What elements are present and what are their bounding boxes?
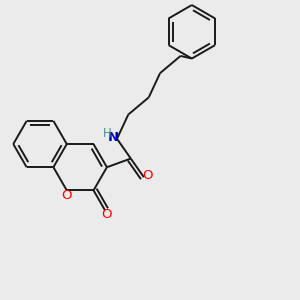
- Text: O: O: [142, 169, 153, 182]
- Text: O: O: [61, 189, 72, 202]
- Text: N: N: [107, 131, 118, 144]
- Text: O: O: [101, 208, 111, 221]
- Text: H: H: [103, 127, 112, 140]
